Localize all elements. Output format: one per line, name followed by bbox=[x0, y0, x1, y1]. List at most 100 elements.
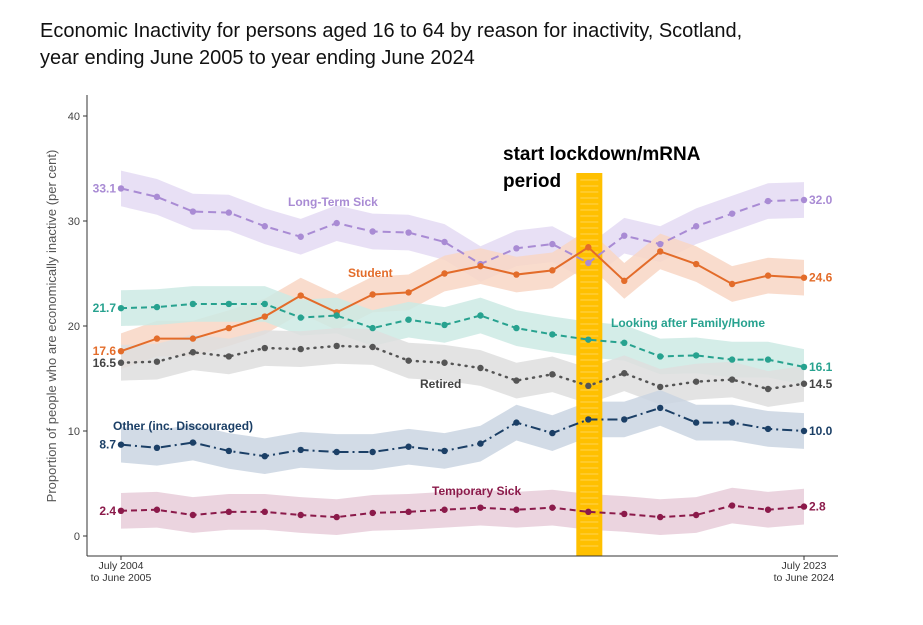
series-2-point-15 bbox=[657, 353, 664, 360]
series-4-point-15 bbox=[657, 404, 664, 412]
series-0-point-0 bbox=[117, 185, 125, 192]
series-0-point-4 bbox=[261, 223, 268, 230]
series-5-point-7 bbox=[369, 509, 376, 517]
series-5-point-15 bbox=[657, 513, 664, 521]
series-2-point-9 bbox=[441, 321, 448, 329]
series-5-point-6 bbox=[333, 513, 340, 521]
series-lines bbox=[117, 185, 808, 521]
series-5-point-18 bbox=[764, 506, 772, 513]
series-2-point-7 bbox=[369, 324, 376, 332]
series-4-point-19 bbox=[800, 427, 808, 435]
y-tick-label: 0 bbox=[74, 531, 80, 543]
series-3-point-8 bbox=[405, 357, 412, 364]
series-2-point-13 bbox=[585, 336, 592, 343]
annotation-text-1: period bbox=[503, 171, 561, 192]
series-1-point-12 bbox=[549, 267, 556, 274]
end-value-label-1: 24.6 bbox=[809, 271, 833, 285]
series-1-point-2 bbox=[189, 335, 197, 342]
series-1-point-3 bbox=[225, 324, 233, 332]
series-4-point-11 bbox=[513, 419, 520, 426]
series-5-point-12 bbox=[549, 504, 556, 511]
series-name-label-1: Student bbox=[348, 266, 393, 280]
series-4-point-17 bbox=[728, 419, 736, 426]
y-tick-label: 20 bbox=[68, 321, 80, 333]
series-4-point-8 bbox=[405, 443, 412, 450]
series-4-point-18 bbox=[764, 425, 772, 433]
series-5-point-1 bbox=[153, 506, 161, 513]
series-0-point-13 bbox=[585, 259, 592, 267]
series-name-label-2: Looking after Family/Home bbox=[611, 316, 765, 330]
band-5 bbox=[121, 487, 804, 535]
series-1-point-4 bbox=[261, 313, 268, 320]
y-tick-label: 40 bbox=[68, 111, 80, 123]
series-1-point-19 bbox=[800, 274, 808, 281]
series-3-point-9 bbox=[441, 359, 448, 366]
series-2-point-5 bbox=[297, 314, 304, 321]
series-4-point-3 bbox=[225, 447, 233, 455]
series-1-point-17 bbox=[728, 280, 736, 288]
series-4-point-4 bbox=[261, 453, 268, 460]
series-4-point-12 bbox=[549, 429, 556, 437]
series-1-point-5 bbox=[297, 292, 304, 299]
series-3-point-11 bbox=[513, 377, 520, 384]
series-4-point-1 bbox=[153, 444, 161, 451]
series-3-point-6 bbox=[333, 342, 340, 350]
series-4-point-16 bbox=[692, 419, 700, 426]
series-3-point-5 bbox=[297, 345, 304, 353]
series-3-point-4 bbox=[261, 344, 268, 352]
start-value-label-4: 8.7 bbox=[99, 438, 116, 452]
series-2-point-8 bbox=[405, 316, 412, 323]
series-0-point-2 bbox=[189, 208, 197, 215]
annotation-text-0: start lockdown/mRNA bbox=[503, 144, 701, 165]
series-3-point-19 bbox=[800, 380, 808, 387]
series-2-point-19 bbox=[800, 363, 808, 371]
series-4-point-13 bbox=[585, 416, 592, 423]
x-tick-label: July 2023 bbox=[782, 560, 827, 572]
series-line-1 bbox=[120, 245, 805, 353]
series-0-point-19 bbox=[800, 196, 808, 204]
series-5-point-10 bbox=[477, 504, 484, 511]
series-name-label-3: Retired bbox=[420, 377, 461, 391]
series-2-point-17 bbox=[728, 356, 736, 363]
series-4-point-14 bbox=[621, 416, 628, 423]
series-line-4 bbox=[120, 406, 805, 458]
series-3-point-2 bbox=[189, 349, 197, 356]
series-4-point-0 bbox=[117, 441, 125, 448]
series-4-point-7 bbox=[369, 448, 376, 456]
series-labels: start lockdown/mRNA period 33.1 32.0 17.6 24.… bbox=[93, 144, 833, 518]
series-2-point-1 bbox=[153, 303, 161, 311]
series-0-point-12 bbox=[549, 240, 556, 248]
band-3 bbox=[121, 328, 804, 407]
series-1-point-13 bbox=[585, 244, 592, 251]
confidence-bands bbox=[121, 170, 804, 535]
series-4-point-5 bbox=[297, 446, 304, 454]
series-3-point-3 bbox=[225, 353, 233, 360]
series-2-point-6 bbox=[333, 312, 340, 319]
series-3-point-17 bbox=[728, 376, 736, 383]
start-value-label-3: 16.5 bbox=[93, 356, 117, 370]
series-0-point-15 bbox=[657, 240, 664, 248]
series-3-point-14 bbox=[621, 370, 628, 377]
end-value-label-5: 2.8 bbox=[809, 500, 826, 514]
series-3-point-10 bbox=[477, 364, 484, 372]
series-0-point-3 bbox=[225, 209, 233, 216]
series-0-point-7 bbox=[369, 228, 376, 235]
series-1-point-15 bbox=[657, 248, 664, 255]
band-4 bbox=[121, 390, 804, 475]
lockdown-bar bbox=[576, 173, 603, 556]
end-value-label-3: 14.5 bbox=[809, 377, 833, 391]
start-value-label-5: 2.4 bbox=[99, 504, 116, 518]
series-3-point-12 bbox=[549, 371, 556, 378]
series-5-point-14 bbox=[621, 510, 628, 518]
series-5-point-8 bbox=[405, 508, 412, 516]
series-2-point-0 bbox=[117, 304, 125, 312]
chart-title-line-1: Economic Inactivity for persons aged 16 … bbox=[40, 20, 743, 42]
series-0-point-16 bbox=[692, 223, 700, 230]
series-5-point-5 bbox=[297, 511, 304, 519]
series-line-0 bbox=[120, 187, 805, 266]
y-tick-label: 30 bbox=[68, 216, 80, 228]
series-2-point-3 bbox=[225, 300, 233, 308]
series-2-point-4 bbox=[261, 300, 268, 308]
